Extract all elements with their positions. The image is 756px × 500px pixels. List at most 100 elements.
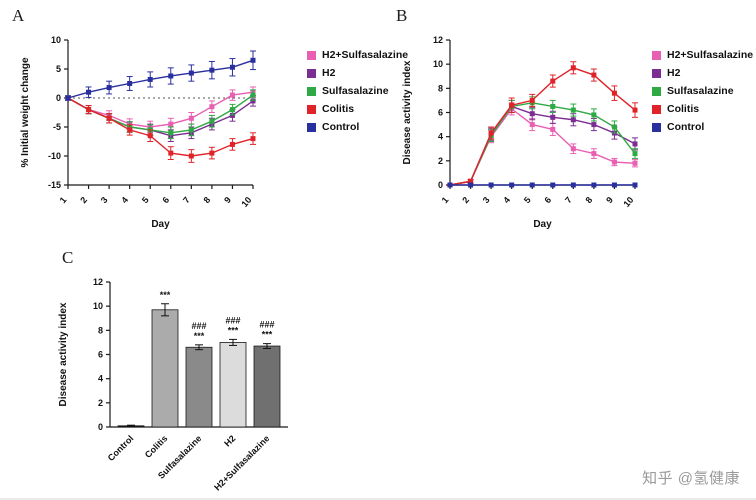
- svg-text:***: ***: [160, 290, 171, 300]
- svg-text:4: 4: [119, 195, 130, 205]
- svg-text:Control: Control: [106, 433, 136, 463]
- legend-swatch: [652, 122, 661, 132]
- svg-text:Day: Day: [151, 219, 170, 230]
- legend-swatch: [652, 50, 661, 60]
- svg-text:***: ***: [262, 330, 273, 340]
- svg-text:10: 10: [433, 59, 443, 69]
- svg-text:10: 10: [621, 195, 635, 209]
- legend-item: Colitis: [652, 104, 753, 114]
- svg-text:6: 6: [542, 195, 553, 205]
- svg-text:Colitis: Colitis: [143, 433, 170, 460]
- svg-text:Disease activity index: Disease activity index: [58, 302, 69, 406]
- watermark-text: 知乎 @氢健康: [642, 470, 740, 487]
- legend-item: H2: [307, 68, 408, 78]
- svg-text:5: 5: [140, 195, 151, 205]
- svg-text:4: 4: [501, 195, 512, 205]
- series-h2: [65, 95, 256, 142]
- bar-colitis: [151, 309, 179, 428]
- legend-item: Control: [652, 122, 753, 132]
- chart-b-legend: H2+Sulfasalazine H2 Sulfasalazine Colitis Co…: [652, 50, 753, 132]
- svg-text:Day: Day: [533, 219, 552, 230]
- svg-text:###: ###: [225, 315, 240, 325]
- svg-text:2: 2: [460, 195, 471, 205]
- svg-text:6: 6: [98, 350, 103, 360]
- svg-text:0: 0: [98, 422, 103, 432]
- svg-text:***: ***: [194, 331, 205, 341]
- legend-item: H2+Sulfasalazine: [652, 50, 753, 60]
- watermark: 知乎 @氢健康: [642, 467, 740, 488]
- legend-label: Colitis: [667, 103, 700, 115]
- svg-text:4: 4: [438, 132, 443, 142]
- svg-text:***: ***: [228, 325, 239, 335]
- legend-label: H2: [322, 67, 336, 79]
- svg-text:3: 3: [99, 195, 110, 205]
- series-h2-sulfasalazine: [65, 86, 256, 134]
- legend-swatch: [652, 68, 661, 78]
- svg-text:8: 8: [438, 83, 443, 93]
- chart-a-legend: H2+Sulfasalazine H2 Sulfasalazine Colitis Co…: [307, 50, 408, 132]
- svg-text:2: 2: [98, 398, 103, 408]
- svg-text:H2: H2: [222, 433, 237, 448]
- svg-text:7: 7: [563, 195, 574, 205]
- legend-label: H2+Sulfasalazine: [322, 49, 409, 61]
- svg-text:10: 10: [93, 301, 103, 311]
- series-sulfasalazine: [447, 96, 638, 188]
- panel-b-label: B: [396, 6, 408, 25]
- svg-text:7: 7: [181, 195, 192, 205]
- legend-label: Control: [667, 121, 705, 133]
- bar-h2-sulfasalazine: [253, 345, 281, 428]
- svg-text:2: 2: [78, 195, 89, 205]
- legend-swatch: [307, 104, 316, 114]
- legend-swatch: [307, 50, 316, 60]
- series-control: [447, 182, 638, 188]
- legend-swatch: [652, 86, 661, 96]
- legend-item: Control: [307, 122, 408, 132]
- legend-label: Sulfasalazine: [322, 85, 389, 97]
- legend-item: Sulfasalazine: [307, 86, 408, 96]
- svg-text:10: 10: [51, 35, 61, 45]
- legend-item: Sulfasalazine: [652, 86, 753, 96]
- svg-text:1: 1: [58, 195, 69, 205]
- svg-text:0: 0: [438, 180, 443, 190]
- svg-text:-10: -10: [48, 151, 61, 161]
- panel-c-label: C: [62, 248, 74, 267]
- legend-label: Colitis: [322, 103, 355, 115]
- svg-text:12: 12: [93, 277, 103, 287]
- svg-text:8: 8: [202, 195, 213, 205]
- legend-label: H2: [667, 67, 681, 79]
- svg-text:6: 6: [438, 108, 443, 118]
- legend-label: H2+Sulfasalazine: [667, 49, 754, 61]
- legend-swatch: [307, 122, 316, 132]
- series-colitis: [447, 61, 638, 188]
- svg-text:-5: -5: [53, 122, 61, 132]
- svg-text:Disease activity index: Disease activity index: [402, 60, 413, 164]
- legend-swatch: [307, 86, 316, 96]
- svg-text:6: 6: [160, 195, 171, 205]
- svg-text:4: 4: [98, 374, 103, 384]
- svg-text:% Initial weight change: % Initial weight change: [20, 57, 31, 167]
- legend-label: Control: [322, 121, 360, 133]
- legend-item: H2: [652, 68, 753, 78]
- svg-text:3: 3: [481, 195, 492, 205]
- svg-text:5: 5: [56, 64, 61, 74]
- svg-text:-15: -15: [48, 180, 61, 190]
- svg-text:0: 0: [56, 93, 61, 103]
- legend-label: Sulfasalazine: [667, 85, 734, 97]
- svg-text:H2+Sulfasalazine: H2+Sulfasalazine: [212, 433, 271, 492]
- bar-sulfasalazine: [185, 346, 213, 428]
- panel-a-label: A: [12, 6, 25, 25]
- svg-text:8: 8: [584, 195, 595, 205]
- svg-text:9: 9: [604, 195, 615, 205]
- legend-item: H2+Sulfasalazine: [307, 50, 408, 60]
- legend-swatch: [652, 104, 661, 114]
- svg-text:###: ###: [259, 320, 274, 330]
- legend-swatch: [307, 68, 316, 78]
- chart-c-disease-activity-bar-plot: 0 2 4 6 8 10 12 Disease activity index Control **…: [58, 277, 288, 493]
- svg-text:1: 1: [440, 195, 451, 205]
- svg-text:9: 9: [222, 195, 233, 205]
- series-colitis: [65, 95, 256, 163]
- svg-text:###: ###: [191, 321, 206, 331]
- svg-text:5: 5: [522, 195, 533, 205]
- series-h2: [447, 99, 638, 188]
